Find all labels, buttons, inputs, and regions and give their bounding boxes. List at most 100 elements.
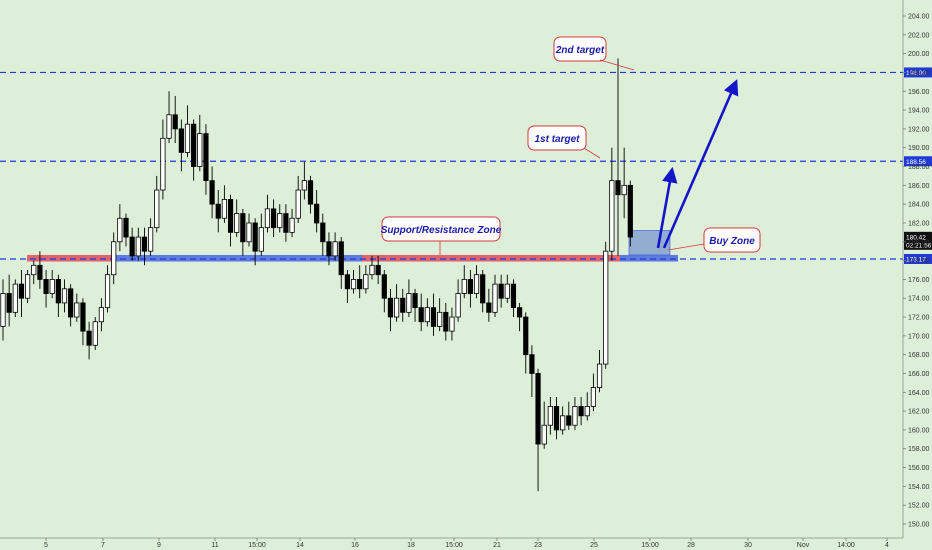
candle-body[interactable] (406, 293, 412, 313)
candle-body[interactable] (480, 274, 486, 304)
candle-body[interactable] (504, 283, 510, 299)
candle-body[interactable] (461, 279, 467, 294)
candle-body[interactable] (314, 203, 320, 224)
candle-body[interactable] (430, 307, 437, 327)
candle-body[interactable] (141, 236, 148, 252)
candle-body[interactable] (553, 406, 560, 431)
candle-body[interactable] (246, 222, 252, 243)
candle-body[interactable] (320, 222, 326, 243)
candle-body[interactable] (49, 279, 55, 294)
candle-body[interactable] (117, 217, 123, 243)
candle-body[interactable] (135, 236, 141, 257)
candle-body[interactable] (92, 321, 98, 346)
candle-body[interactable] (590, 387, 597, 407)
candle-body[interactable] (197, 133, 203, 167)
candle-body[interactable] (283, 213, 289, 233)
candle-body[interactable] (338, 241, 344, 276)
candle-body[interactable] (240, 213, 246, 243)
candle-body[interactable] (326, 241, 332, 257)
candle-body[interactable] (535, 373, 541, 445)
candle-body[interactable] (221, 199, 227, 219)
candle-body[interactable] (467, 279, 474, 294)
candle-body[interactable] (455, 293, 461, 318)
candle-body[interactable] (104, 274, 111, 309)
candle-body[interactable] (160, 137, 166, 191)
candle-body[interactable] (37, 264, 43, 280)
candle-body[interactable] (55, 279, 61, 304)
candle-body[interactable] (596, 363, 603, 388)
candle-body[interactable] (307, 180, 314, 205)
candle-body[interactable] (443, 311, 449, 332)
candle-body[interactable] (424, 307, 430, 323)
candle-body[interactable] (584, 406, 590, 417)
candle-body[interactable] (74, 302, 80, 318)
candle-body[interactable] (209, 180, 215, 205)
candle-body[interactable] (234, 213, 240, 233)
candle-body[interactable] (609, 180, 615, 252)
candle-body[interactable] (258, 227, 264, 252)
candle-body[interactable] (98, 307, 104, 323)
candle-body[interactable] (154, 189, 160, 229)
candle-body[interactable] (350, 279, 357, 290)
candle-body[interactable] (369, 264, 375, 276)
candle-body[interactable] (486, 302, 492, 313)
candle-body[interactable] (172, 114, 178, 130)
candle-body[interactable] (393, 297, 400, 318)
candle-body[interactable] (387, 297, 394, 318)
candle-body[interactable] (166, 114, 172, 139)
candle-body[interactable] (270, 208, 277, 229)
candle-body[interactable] (375, 264, 381, 276)
candle-body[interactable] (449, 316, 455, 332)
candle-body[interactable] (547, 406, 553, 426)
candle-body[interactable] (0, 293, 6, 327)
candle-body[interactable] (381, 274, 387, 299)
candle-body[interactable] (332, 241, 338, 257)
candle-body[interactable] (129, 236, 135, 257)
candle-body[interactable] (603, 250, 609, 365)
candle-body[interactable] (560, 415, 566, 431)
candle-body[interactable] (498, 283, 504, 299)
candle-body[interactable] (86, 330, 92, 346)
candle-body[interactable] (277, 213, 283, 229)
candle-body[interactable] (363, 274, 369, 290)
candle-body[interactable] (18, 283, 25, 299)
candle-body[interactable] (566, 415, 572, 426)
candle-body[interactable] (43, 279, 49, 294)
candle-body[interactable] (6, 293, 12, 313)
candle-body[interactable] (541, 424, 547, 445)
candle-body[interactable] (227, 199, 234, 233)
candle-body[interactable] (191, 123, 197, 167)
candle-body[interactable] (203, 133, 209, 182)
candle-body[interactable] (147, 227, 154, 252)
candle-body[interactable] (523, 316, 529, 356)
candle-body[interactable] (264, 208, 271, 229)
candle-body[interactable] (111, 241, 117, 276)
candle-body[interactable] (31, 264, 37, 276)
candle-body[interactable] (621, 184, 627, 196)
candle-body[interactable] (80, 302, 86, 332)
candle-body[interactable] (615, 180, 621, 196)
candle-body[interactable] (412, 293, 418, 309)
candle-body[interactable] (123, 217, 129, 238)
candles-layer[interactable] (0, 58, 633, 492)
candle-body[interactable] (492, 283, 498, 313)
candle-body[interactable] (301, 180, 307, 191)
candle-body[interactable] (178, 128, 184, 153)
candle-body[interactable] (289, 217, 295, 233)
candle-body[interactable] (12, 283, 18, 313)
candle-body[interactable] (517, 307, 523, 318)
candle-body[interactable] (529, 354, 535, 374)
candle-body[interactable] (295, 189, 301, 219)
candle-body[interactable] (61, 288, 68, 304)
candle-body[interactable] (68, 288, 74, 318)
candle-body[interactable] (627, 184, 633, 238)
candle-body[interactable] (215, 203, 221, 219)
candle-body[interactable] (473, 274, 480, 294)
candle-body[interactable] (437, 311, 443, 327)
candle-body[interactable] (572, 406, 578, 426)
candle-body[interactable] (344, 274, 351, 290)
candle-body[interactable] (400, 297, 406, 313)
candle-body[interactable] (357, 279, 363, 290)
candle-body[interactable] (184, 123, 191, 153)
